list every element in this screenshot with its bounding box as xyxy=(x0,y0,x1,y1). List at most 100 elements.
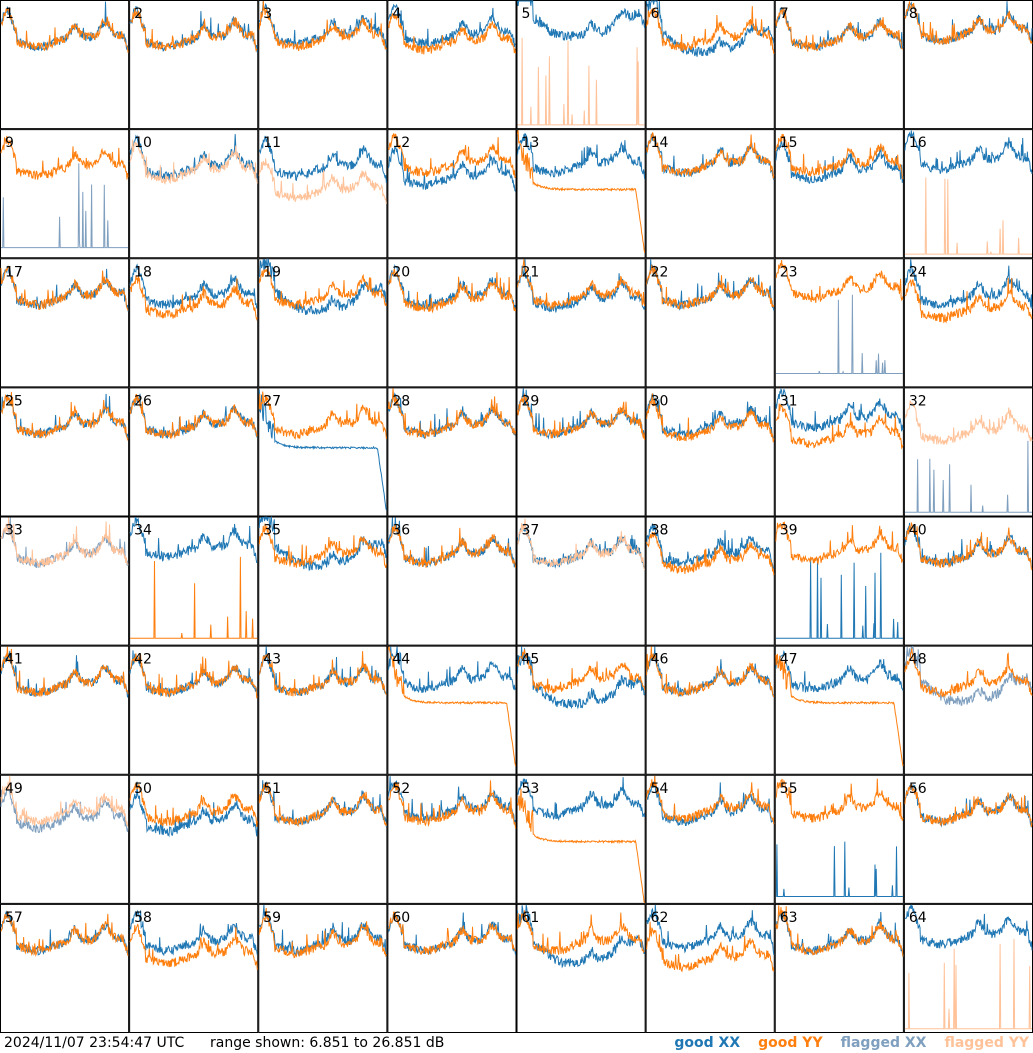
panel-label: 12 xyxy=(392,135,410,151)
panel-25: 25 xyxy=(0,387,130,517)
panel-18: 18 xyxy=(129,258,259,388)
panel-label: 51 xyxy=(263,781,281,797)
series-yy xyxy=(646,132,775,179)
panel-41: 41 xyxy=(0,645,130,775)
panel-10: 10 xyxy=(129,129,259,259)
series-yy xyxy=(258,158,387,204)
panel-label: 14 xyxy=(651,135,669,151)
series-yy xyxy=(129,653,258,699)
panel-label: 4 xyxy=(392,6,401,22)
panel-label: 10 xyxy=(134,135,152,151)
panel-label: 40 xyxy=(909,523,927,539)
panel-9: 9 xyxy=(0,129,130,259)
panel-33: 33 xyxy=(0,516,130,646)
panel-label: 36 xyxy=(392,523,410,539)
legend: good XX good YY flagged XX flagged YY xyxy=(656,1033,1029,1053)
panel-44: 44 xyxy=(387,645,517,775)
panel-8: 8 xyxy=(903,0,1033,130)
series-yy xyxy=(130,556,258,639)
panel-frame xyxy=(903,903,1033,1033)
legend-good-yy: good YY xyxy=(758,1035,823,1051)
panel-label: 52 xyxy=(392,781,410,797)
series-xx xyxy=(646,904,775,955)
panel-1: 1 xyxy=(0,0,130,130)
panel-57: 57 xyxy=(0,903,130,1033)
series-yy xyxy=(129,393,258,440)
series-yy xyxy=(646,775,775,825)
panel-frame xyxy=(516,258,646,388)
panel-label: 35 xyxy=(263,523,281,539)
series-xx xyxy=(517,132,646,179)
range-label: range shown: 6.851 to 26.851 dB xyxy=(210,1035,445,1051)
series-yy xyxy=(646,6,775,54)
panel-59: 59 xyxy=(258,903,388,1033)
panel-2: 2 xyxy=(129,0,259,130)
legend-good-xx: good XX xyxy=(674,1035,741,1051)
panel-17: 17 xyxy=(0,258,130,388)
series-yy xyxy=(775,133,904,180)
series-yy xyxy=(129,782,258,827)
panel-label: 11 xyxy=(263,135,281,151)
series-xx xyxy=(775,649,904,693)
series-xx xyxy=(904,1,1033,46)
series-yy xyxy=(646,646,775,698)
series-yy xyxy=(517,37,645,126)
panel-30: 30 xyxy=(645,387,775,517)
series-xx xyxy=(517,777,646,822)
panel-5: 5 xyxy=(516,0,646,130)
series-yy xyxy=(775,653,904,767)
panel-21: 21 xyxy=(516,258,646,388)
panel-36: 36 xyxy=(387,516,517,646)
series-xx xyxy=(0,786,129,834)
panel-label: 19 xyxy=(263,264,281,280)
footer-bar: 2024/11/07 23:54:47 UTC range shown: 6.8… xyxy=(0,1033,1033,1053)
panel-32: 32 xyxy=(903,387,1033,517)
series-xx xyxy=(517,904,646,969)
panel-frame xyxy=(903,645,1033,775)
series-yy xyxy=(0,7,129,53)
panel-label: 39 xyxy=(780,523,798,539)
panel-20: 20 xyxy=(387,258,517,388)
panel-frame xyxy=(258,516,388,646)
panel-label: 55 xyxy=(780,781,798,797)
panel-label: 56 xyxy=(909,781,927,797)
panel-label: 58 xyxy=(134,910,152,926)
panel-label: 37 xyxy=(522,523,540,539)
panel-frame xyxy=(645,0,775,130)
panel-label: 31 xyxy=(780,393,798,409)
series-yy xyxy=(517,788,646,904)
series-xx xyxy=(258,257,387,315)
panel-frame xyxy=(516,774,646,904)
series-xx xyxy=(258,515,387,571)
panel-label: 34 xyxy=(134,523,152,539)
panel-label: 27 xyxy=(263,393,281,409)
series-yy xyxy=(517,910,645,956)
panel-4: 4 xyxy=(387,0,517,130)
panel-43: 43 xyxy=(258,645,388,775)
series-xx xyxy=(904,259,1033,310)
series-xx xyxy=(258,904,387,957)
panel-63: 63 xyxy=(774,903,904,1033)
panel-frame xyxy=(387,0,517,130)
series-yy xyxy=(904,521,1033,571)
series-yy xyxy=(904,177,1032,255)
panel-64: 64 xyxy=(903,903,1033,1033)
panel-label: 17 xyxy=(5,264,23,280)
panel-label: 24 xyxy=(909,264,927,280)
series-xx xyxy=(387,3,516,49)
panel-label: 23 xyxy=(780,264,798,280)
panel-37: 37 xyxy=(516,516,646,646)
series-xx xyxy=(387,646,516,694)
series-xx xyxy=(646,393,775,440)
panel-frame xyxy=(258,0,388,130)
series-yy xyxy=(904,938,1032,1030)
panel-52: 52 xyxy=(387,774,517,904)
panel-label: 22 xyxy=(651,264,669,280)
panel-frame xyxy=(516,645,646,775)
panel-11: 11 xyxy=(258,129,388,259)
panel-13: 13 xyxy=(516,129,646,259)
panel-56: 56 xyxy=(903,774,1033,904)
panel-frame xyxy=(0,774,130,904)
panel-frame xyxy=(774,0,904,130)
panel-15: 15 xyxy=(774,129,904,259)
